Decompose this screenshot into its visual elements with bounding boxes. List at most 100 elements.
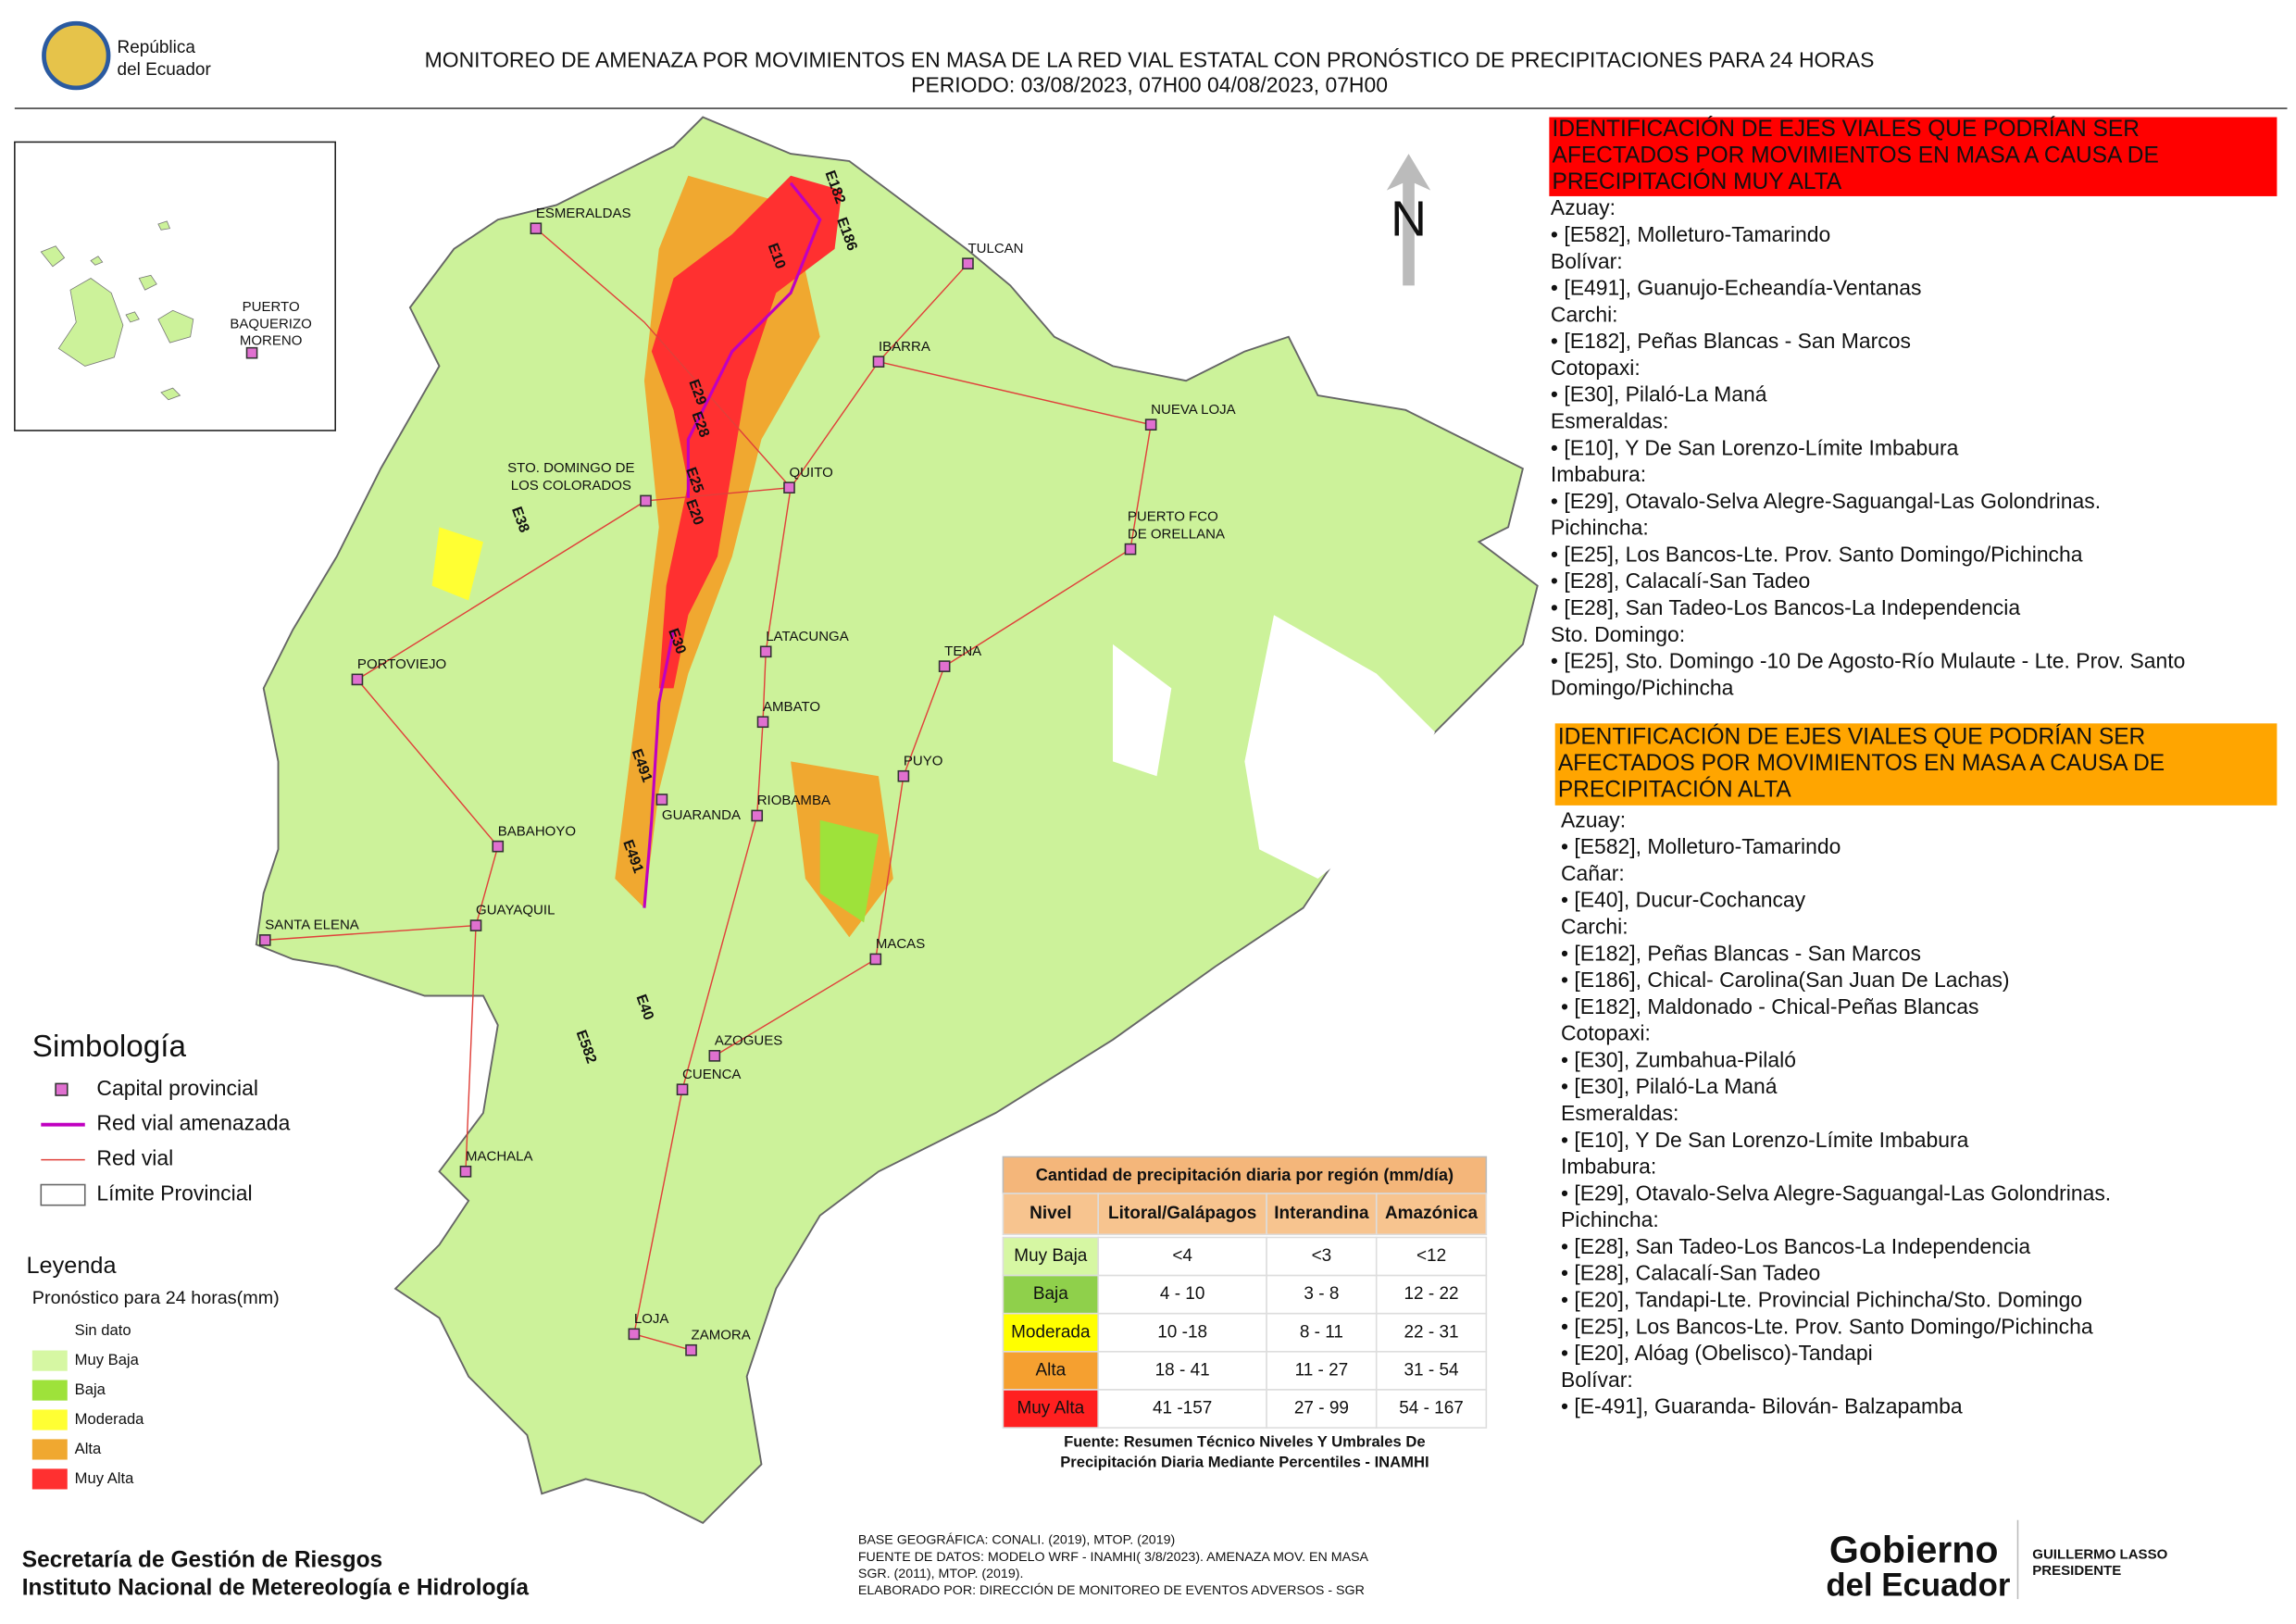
table-header: Amazónica <box>1385 1204 1479 1223</box>
table-cell-bg <box>1375 1389 1488 1429</box>
table-cell: Baja <box>1033 1284 1068 1304</box>
gov-logo: del Ecuador <box>1826 1568 2011 1604</box>
panel-item: • [E582], Molleturo-Tamarindo <box>1551 222 1830 246</box>
legend-class: Moderada <box>75 1410 144 1428</box>
panel-item: Imbabura: <box>1551 462 1646 486</box>
city-label: PORTOVIEJO <box>357 656 446 672</box>
white-areas <box>1113 615 1435 879</box>
table-cell: Muy Alta <box>1017 1399 1084 1418</box>
city-label: AMBATO <box>763 699 820 715</box>
panel-item: • [E182], Peñas Blancas - San Marcos <box>1561 941 1921 965</box>
table-source: Precipitación Diaria Mediante Percentile… <box>1060 1453 1429 1470</box>
capital-marker <box>676 1083 689 1096</box>
panel-item: • [E582], Molleturo-Tamarindo <box>1561 834 1841 858</box>
city-label: CUENCA <box>682 1067 741 1082</box>
legend-item: Límite Provincial <box>96 1181 252 1206</box>
table-cell: <4 <box>1172 1246 1192 1266</box>
table-cell-bg <box>1002 1351 1100 1391</box>
logo-text: República <box>118 38 196 57</box>
city-label: TULCAN <box>967 241 1023 256</box>
legend-swatch <box>31 1380 68 1401</box>
panel-item: • [E29], Otavalo-Selva Alegre-Saguangal-… <box>1551 489 2101 513</box>
panel-item: • [E20], Tandapi-Lte. Provincial Pichinc… <box>1561 1287 2082 1311</box>
table-cell: 10 -18 <box>1157 1322 1207 1342</box>
precipitation-high <box>431 175 893 938</box>
panel-heading: PRECIPITACIÓN ALTA <box>1558 778 1792 803</box>
city-label: LATACUNGA <box>766 629 849 644</box>
capital-marker <box>751 809 764 822</box>
footer-credit: SGR. (2011), MTOP. (2019). <box>858 1567 1024 1581</box>
table-cell-bg <box>1002 1236 1100 1277</box>
table-cell: Moderada <box>1011 1322 1091 1342</box>
table-header: Nivel <box>1029 1204 1071 1223</box>
panel-item: Cotopaxi: <box>1561 1021 1651 1045</box>
high-panel-heading-bg <box>1554 723 2277 806</box>
city-label: TENA <box>944 643 981 659</box>
city-label: PUERTO FCO <box>1128 508 1218 524</box>
city-label: ZAMORA <box>692 1327 751 1343</box>
table-cell: Muy Baja <box>1014 1246 1088 1266</box>
table-header-bg <box>1097 1193 1267 1236</box>
capital-marker <box>759 645 772 658</box>
table-cell: <3 <box>1312 1246 1332 1266</box>
legend-subtitle: Pronóstico para 24 horas(mm) <box>32 1288 280 1308</box>
panel-item: Pichincha: <box>1561 1207 1659 1231</box>
table-cell-bg <box>1097 1274 1267 1315</box>
legend-class: Alta <box>75 1440 102 1457</box>
city-label: LOJA <box>634 1311 669 1327</box>
panel-item: Cañar: <box>1561 861 1625 885</box>
panel-item: • [E30], Pilaló-La Maná <box>1551 382 1767 406</box>
capital-marker <box>469 919 482 931</box>
capital-marker <box>685 1343 697 1356</box>
legend-item: Red vial amenazada <box>96 1111 290 1135</box>
panel-item: • [E10], Y De San Lorenzo-Límite Imbabur… <box>1551 435 1959 459</box>
capital-marker <box>938 660 951 672</box>
table-title: Cantidad de precipitación diaria por reg… <box>1036 1166 1454 1184</box>
panel-item: • [E25], Los Bancos-Lte. Prov. Santo Dom… <box>1551 542 2083 566</box>
panel-item: • [E182], Maldonado - Chical-Peñas Blanc… <box>1561 994 1978 1018</box>
galapagos <box>40 220 194 401</box>
table-cell: <12 <box>1416 1246 1446 1266</box>
footer-org: Secretaría de Gestión de Riesgos <box>22 1547 382 1572</box>
capital-marker <box>351 673 364 686</box>
panel-item: • [E30], Pilaló-La Maná <box>1561 1074 1778 1098</box>
legend-swatch <box>31 1468 68 1490</box>
panel-heading: IDENTIFICACIÓN DE EJES VIALES QUE PODRÍA… <box>1553 117 2140 142</box>
table-cell-bg <box>1375 1312 1488 1353</box>
table-title-bg <box>1002 1156 1488 1194</box>
table-cell-bg <box>1097 1236 1267 1277</box>
table-cell-bg <box>1375 1236 1488 1277</box>
city-label: MACHALA <box>466 1148 533 1164</box>
map-period: PERIODO: 03/08/2023, 07H00 04/08/2023, 0… <box>911 72 1388 96</box>
precip-table: Cantidad de precipitación diaria por reg… <box>1002 1156 1488 1429</box>
table-cell: 11 - 27 <box>1295 1360 1349 1380</box>
table-cell: 22 - 31 <box>1404 1322 1459 1342</box>
capital-marker <box>962 257 974 270</box>
legend-class: Sin dato <box>75 1321 131 1339</box>
capital-marker <box>708 1050 721 1062</box>
city-label: ESMERALDAS <box>536 206 631 221</box>
city-label: LOS COLORADOS <box>511 478 631 493</box>
table-cell: 18 - 41 <box>1155 1360 1210 1380</box>
panel-heading: AFECTADOS POR MOVIMIENTOS EN MASA A CAUS… <box>1558 751 2165 776</box>
city-label: NUEVA LOJA <box>1151 402 1236 418</box>
table-source: Fuente: Resumen Técnico Niveles Y Umbral… <box>1064 1432 1425 1450</box>
table-cell-bg <box>1266 1351 1378 1391</box>
panel-item: • [E25], Sto. Domingo -10 De Agosto-Río … <box>1551 649 2185 673</box>
inset-label: PUERTO <box>243 299 300 315</box>
legend-swatch <box>31 1439 68 1460</box>
city-label: AZOGUES <box>715 1032 782 1048</box>
footer-credit: FUENTE DE DATOS: MODELO WRF - INAMHI( 3/… <box>858 1550 1369 1565</box>
table-cell-bg <box>1375 1274 1488 1315</box>
panel-item: Sto. Domingo: <box>1551 622 1685 646</box>
legend-item: Red vial <box>96 1146 173 1170</box>
capital-marker <box>783 481 795 494</box>
city-label: MACAS <box>876 936 925 952</box>
table-cell: 31 - 54 <box>1404 1360 1459 1380</box>
map-title: MONITOREO DE AMENAZA POR MOVIMIENTOS EN … <box>425 47 1875 71</box>
capital-marker <box>530 222 543 235</box>
legend-class: Muy Alta <box>75 1469 134 1487</box>
capital-marker <box>1144 418 1157 431</box>
